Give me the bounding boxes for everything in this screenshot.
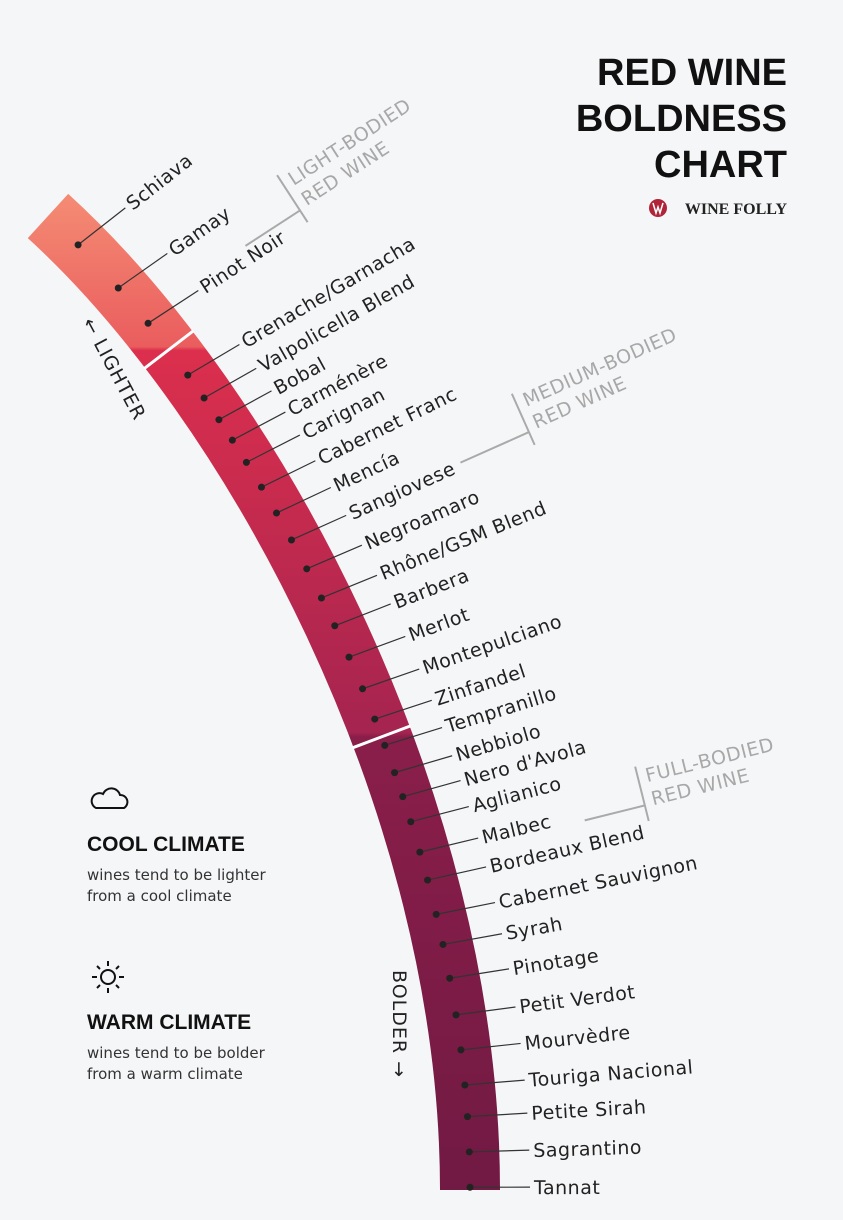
wine-dot xyxy=(407,818,415,826)
wine-dot xyxy=(359,685,367,693)
wine-dot xyxy=(273,509,281,517)
section-divider xyxy=(143,329,195,370)
wine-dot xyxy=(200,394,208,402)
leader-line xyxy=(261,460,316,488)
wine-dot xyxy=(303,565,311,573)
sun-icon xyxy=(92,961,124,993)
leader-line xyxy=(203,367,257,399)
wine-dot xyxy=(466,1183,474,1191)
wine-dot xyxy=(228,436,236,444)
leader-line xyxy=(394,755,453,774)
title-line: RED WINE xyxy=(597,52,787,94)
wine-dot xyxy=(391,769,399,777)
wine-dot xyxy=(465,1148,473,1156)
leader-line xyxy=(460,1042,521,1051)
legend-text: wines tend to be bolder xyxy=(87,1044,266,1062)
wine-dot xyxy=(345,653,353,661)
wine-dot xyxy=(371,715,379,723)
wine-dot xyxy=(287,536,295,544)
wine-dot xyxy=(215,416,223,424)
leader-line xyxy=(374,699,432,720)
leader-line xyxy=(467,1112,528,1118)
wine-dot xyxy=(317,594,325,602)
leader-line xyxy=(218,390,272,421)
leader-line xyxy=(464,1079,525,1086)
leader-line xyxy=(232,411,286,441)
wine-dot xyxy=(457,1046,465,1054)
leader-line xyxy=(436,901,496,915)
leader-line xyxy=(276,486,332,514)
wine-dot xyxy=(416,848,424,856)
leader-line xyxy=(147,290,199,324)
wine-dot xyxy=(463,1113,471,1121)
leader-line xyxy=(384,726,443,746)
leader-line xyxy=(321,574,378,599)
legend-title: WARM CLIMATE xyxy=(87,1011,251,1034)
wine-dot xyxy=(114,284,122,292)
legend-title: COOL CLIMATE xyxy=(87,833,245,856)
title-line: CHART xyxy=(654,144,787,186)
leader-line xyxy=(77,207,126,246)
brand: WINE FOLLY xyxy=(685,201,788,218)
wine-dot xyxy=(242,458,250,466)
leader-line xyxy=(449,968,510,979)
leader-line xyxy=(334,603,391,627)
brand-logo xyxy=(649,199,667,217)
wine-dot xyxy=(381,741,389,749)
leader-line xyxy=(455,1006,516,1016)
leader-line xyxy=(419,837,479,853)
wine-dot xyxy=(461,1081,469,1089)
leader-line xyxy=(402,780,461,798)
wine-dot xyxy=(399,793,407,801)
leader-line xyxy=(427,866,487,881)
leader-line xyxy=(246,434,301,463)
leader-line xyxy=(306,544,363,570)
wine-dot xyxy=(184,371,192,379)
title-line: BOLDNESS xyxy=(576,98,787,140)
wine-dot xyxy=(424,876,432,884)
wine-dot xyxy=(257,483,265,491)
wine-dot xyxy=(439,940,447,948)
wine-dot xyxy=(452,1011,460,1019)
wine-dot xyxy=(144,319,152,327)
wine-dot xyxy=(74,241,82,249)
section-divider xyxy=(352,724,412,750)
wine-label: Sagrantino xyxy=(533,1137,642,1162)
leader-line xyxy=(187,344,240,376)
wine-label: Tannat xyxy=(533,1177,600,1199)
wine-dot xyxy=(432,910,440,918)
wine-dot xyxy=(331,622,339,630)
leader-line xyxy=(291,514,347,541)
legend-text: from a warm climate xyxy=(87,1065,243,1083)
leader-line xyxy=(442,933,503,946)
leader-line xyxy=(117,252,168,289)
leader-line xyxy=(362,668,420,690)
leader-line xyxy=(469,1149,530,1153)
cloud-icon xyxy=(90,787,129,809)
bolder-label: BOLDER → xyxy=(388,970,410,1078)
wine-dot xyxy=(446,974,454,982)
legend-text: wines tend to be lighter xyxy=(87,866,266,884)
legend-text: from a cool climate xyxy=(87,887,232,905)
leader-line xyxy=(410,805,469,823)
leader-line xyxy=(348,635,406,658)
